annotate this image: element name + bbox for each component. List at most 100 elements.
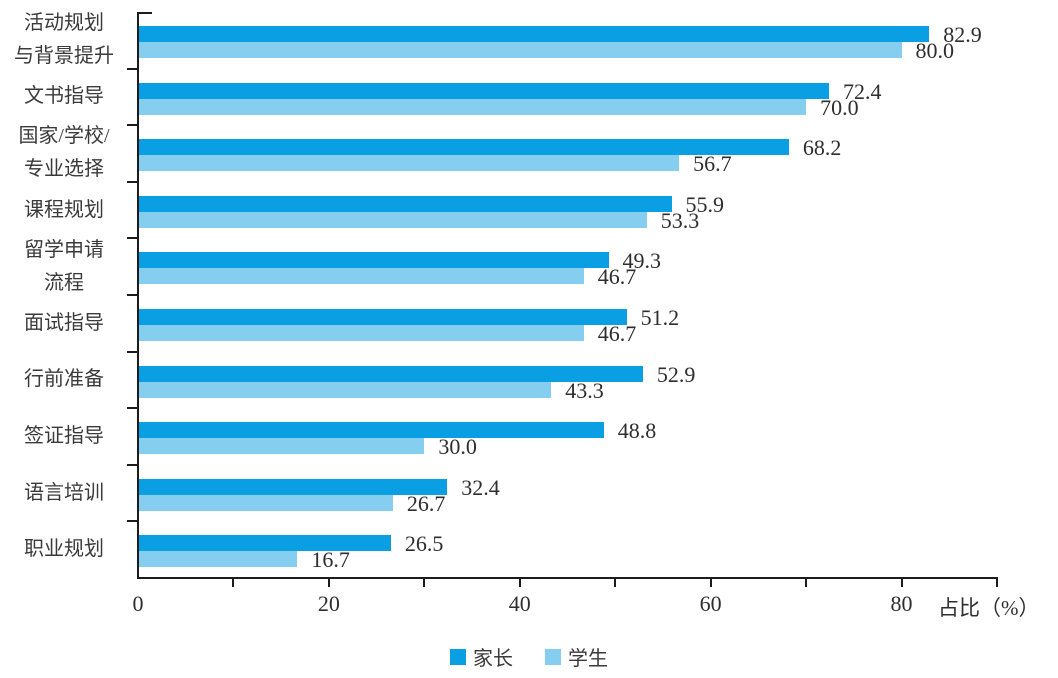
bar-track: 52.9 43.3 [138, 352, 997, 409]
category-label: 语言培训 [24, 481, 104, 504]
value-label-家长: 72.4 [843, 78, 882, 104]
category-label: 行前准备 [24, 368, 104, 391]
bar-track: 55.9 53.3 [138, 182, 997, 239]
x-axis-line [137, 577, 998, 579]
bar-学生 [138, 268, 584, 285]
x-axis-tick-label: 0 [132, 591, 144, 616]
x-axis-tick [614, 579, 617, 587]
category-label: 活动规划 与背景提升 [14, 12, 114, 68]
value-label-家长: 55.9 [685, 191, 725, 217]
y-axis-line [137, 12, 139, 579]
value-label-家长: 82.9 [943, 22, 982, 47]
x-axis-tick [232, 579, 235, 587]
bar-家长 [138, 535, 391, 552]
category-label: 课程规划 [24, 198, 104, 221]
x-axis-tick-label: 40 [508, 591, 531, 616]
bar-学生 [138, 324, 584, 341]
y-axis-tick [127, 294, 137, 296]
bar-学生 [138, 211, 647, 228]
x-axis-tick [709, 579, 712, 587]
x-axis-tick [327, 579, 330, 587]
bar-track: 72.4 70.0 [138, 69, 997, 126]
value-label-学生: 43.3 [565, 377, 604, 403]
y-axis-top-cap [137, 12, 152, 14]
x-axis-tick-label: 20 [317, 591, 340, 616]
category-label: 签证指导 [24, 424, 104, 447]
value-label-学生: 46.7 [597, 264, 637, 290]
bar-家长 [138, 82, 830, 99]
value-label-学生: 53.3 [660, 207, 700, 233]
y-axis-tick [127, 67, 137, 70]
legend-swatch [450, 648, 466, 665]
bar-学生 [138, 42, 902, 58]
x-axis-tick [423, 579, 426, 587]
category-label: 国家/学校/ 专业选择 [18, 125, 110, 181]
bar-rows: 活动规划 与背景提升 82.9 80.0 文书指导 72.4 70.0 国家/学校/ 专业选… [0, 12, 997, 578]
value-label-家长: 26.5 [404, 531, 444, 557]
y-axis-tick [127, 180, 137, 183]
legend-label: 学生 [568, 648, 608, 670]
bar-track: 48.8 30.0 [138, 408, 997, 465]
bar-学生 [138, 494, 393, 511]
bar-家长 [138, 308, 627, 325]
bar-track: 82.9 80.0 [138, 12, 997, 69]
category-row: 行前准备 52.9 43.3 [0, 352, 997, 409]
bar-track: 68.2 56.7 [138, 125, 997, 182]
category-row: 课程规划 55.9 53.3 [0, 182, 997, 239]
y-axis-tick [127, 237, 137, 240]
bar-家长 [138, 478, 448, 495]
value-label-家长: 52.9 [656, 361, 696, 387]
value-label-家长: 49.3 [622, 248, 662, 274]
x-axis-tick-label: 60 [699, 591, 722, 616]
value-label-家长: 48.8 [617, 418, 657, 444]
bar-家长 [138, 252, 609, 269]
x-axis-tick-label: 80 [890, 591, 913, 616]
x-axis-title: 占比（%） [938, 596, 1040, 620]
bar-家长 [138, 26, 930, 42]
bar-家长 [138, 422, 604, 439]
category-label: 面试指导 [24, 311, 104, 334]
value-label-学生: 80.0 [915, 38, 955, 63]
category-row: 职业规划 26.5 16.7 [0, 521, 997, 578]
y-axis-tick [127, 463, 137, 466]
category-row: 活动规划 与背景提升 82.9 80.0 [0, 12, 997, 69]
value-label-家长: 51.2 [640, 304, 680, 330]
value-label-学生: 16.7 [311, 547, 350, 573]
value-label-学生: 56.7 [693, 151, 732, 177]
x-axis-tick [900, 579, 903, 587]
legend-swatch [545, 648, 561, 665]
y-axis-tick [127, 124, 137, 127]
legend: 家长 学生 [0, 642, 1058, 671]
value-label-学生: 30.0 [438, 434, 477, 460]
value-label-学生: 26.7 [406, 490, 446, 516]
category-row: 面试指导 51.2 46.7 [0, 295, 997, 352]
bar-学生 [138, 155, 680, 172]
y-axis-tick [127, 350, 137, 353]
value-label-学生: 70.0 [820, 94, 859, 120]
value-label-家长: 32.4 [461, 474, 500, 500]
legend-label: 家长 [473, 648, 513, 670]
value-label-家长: 68.2 [802, 135, 842, 161]
bar-学生 [138, 381, 552, 398]
category-row: 留学申请 流程 49.3 46.7 [0, 238, 997, 295]
category-row: 签证指导 48.8 30.0 [0, 408, 997, 465]
y-axis-tick [127, 520, 137, 523]
category-row: 国家/学校/ 专业选择 68.2 56.7 [0, 125, 997, 182]
category-label: 留学申请 流程 [24, 238, 104, 294]
legend-item-家长: 家长 [450, 642, 513, 671]
y-axis-tick [127, 407, 137, 410]
legend-item-学生: 学生 [545, 642, 608, 671]
bar-学生 [138, 438, 425, 455]
value-label-学生: 46.7 [597, 320, 637, 346]
bar-家长 [138, 195, 672, 212]
bar-track: 32.4 26.7 [138, 465, 997, 522]
category-row: 文书指导 72.4 70.0 [0, 69, 997, 126]
bar-家长 [138, 139, 789, 156]
category-row: 语言培训 32.4 26.7 [0, 465, 997, 522]
bar-track: 51.2 46.7 [138, 295, 997, 352]
bar-家长 [138, 365, 643, 382]
bar-track: 49.3 46.7 [138, 238, 997, 295]
bar-学生 [138, 551, 298, 568]
x-axis-tick [805, 579, 808, 587]
